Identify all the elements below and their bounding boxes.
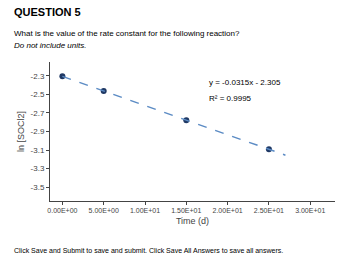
svg-text:What is the value of the rate: What is the value of the rate constant f… <box>14 29 240 38</box>
svg-text:3.00E+01: 3.00E+01 <box>295 207 325 214</box>
svg-text:-2.7: -2.7 <box>31 109 45 118</box>
svg-text:2.00E+01: 2.00E+01 <box>213 207 243 214</box>
svg-text:ln [SOCl2]: ln [SOCl2] <box>16 111 26 152</box>
svg-text:-2.9: -2.9 <box>31 127 45 136</box>
svg-text:5.00E+00: 5.00E+00 <box>89 207 119 214</box>
svg-text:-3.1: -3.1 <box>31 146 45 155</box>
svg-text:Time (d): Time (d) <box>176 216 209 226</box>
svg-text:-3.3: -3.3 <box>31 164 45 173</box>
svg-text:1.00E+01: 1.00E+01 <box>130 207 160 214</box>
svg-text:-2.3: -2.3 <box>31 72 45 81</box>
svg-text:2.50E+01: 2.50E+01 <box>254 207 284 214</box>
svg-text:1.50E+01: 1.50E+01 <box>171 207 201 214</box>
svg-text:Do not include units.: Do not include units. <box>14 41 87 50</box>
svg-text:y = -0.0315x - 2.305: y = -0.0315x - 2.305 <box>209 78 281 87</box>
svg-text:Click Save and Submit to save: Click Save and Submit to save and submit… <box>14 247 283 254</box>
svg-text:-2.5: -2.5 <box>31 90 45 99</box>
svg-text:R² = 0.9995: R² = 0.9995 <box>209 94 252 103</box>
svg-text:-3.5: -3.5 <box>31 183 45 192</box>
svg-text:0.00E+00: 0.00E+00 <box>47 207 77 214</box>
svg-text:QUESTION 5: QUESTION 5 <box>14 6 81 18</box>
